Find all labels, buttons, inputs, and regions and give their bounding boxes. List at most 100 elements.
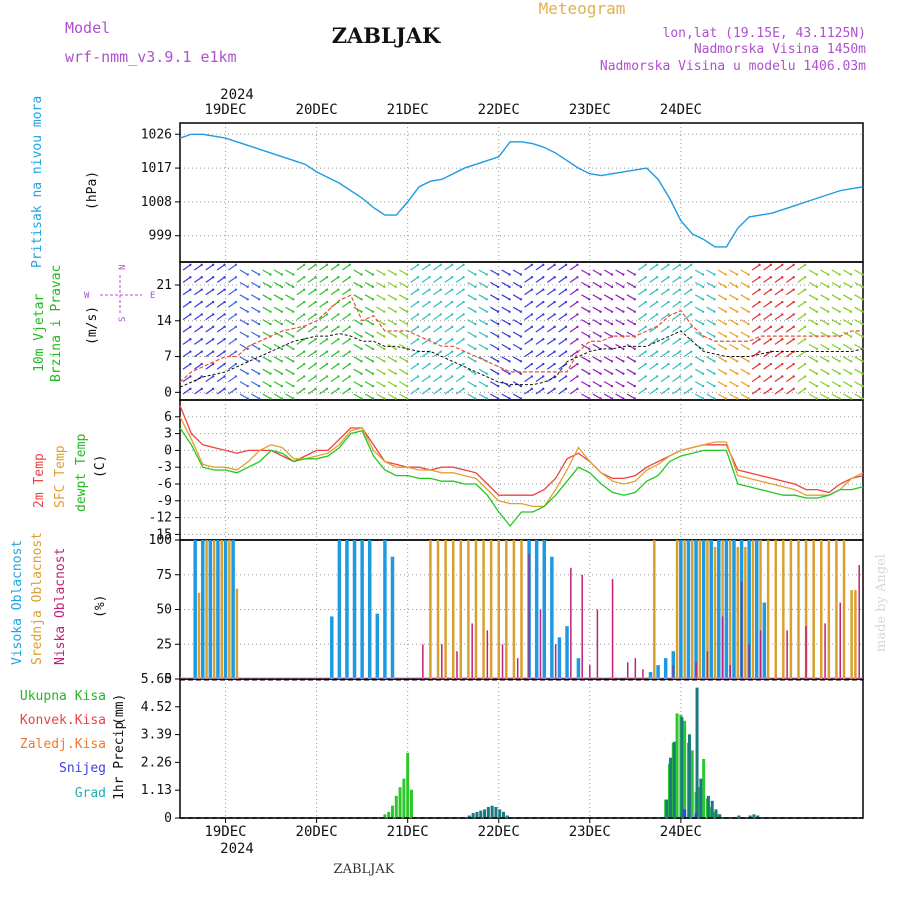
wind-arrow-head <box>781 300 784 304</box>
wind-arrow <box>501 306 510 313</box>
wind-arrow-head <box>644 362 647 366</box>
wind-arrow <box>205 276 214 283</box>
wind-arrow-head <box>257 310 261 313</box>
wind-arrow-head <box>815 372 819 375</box>
station-title: ZABLJAK <box>332 23 441 48</box>
wind-arrow-head <box>211 375 215 378</box>
wind-arrow <box>398 269 408 276</box>
cloud-mid-bar <box>850 590 853 679</box>
wind-arrow-head <box>758 263 761 267</box>
wind-arrow-head <box>735 322 739 326</box>
cloud-high-bar <box>390 556 395 679</box>
wind-arrow-head <box>211 300 215 304</box>
wind-arrow-head <box>292 273 295 276</box>
wind-arrow <box>581 331 590 338</box>
wind-arrow <box>421 388 430 395</box>
wind-arrow <box>569 388 578 395</box>
y-tick-label: 1008 <box>141 195 172 210</box>
wind-arrow <box>808 356 818 362</box>
wind-arrow <box>467 269 476 276</box>
cloud-mid-bar <box>451 540 455 679</box>
wind-arrow-head <box>325 288 329 291</box>
wind-arrow-head <box>735 384 739 388</box>
wind-arrow-head <box>735 285 739 289</box>
wind-arrow-head <box>655 313 659 316</box>
wind-arrow-head <box>439 288 443 291</box>
wind-arrow-head <box>257 372 261 375</box>
wind-arrow-head <box>280 347 284 351</box>
wind-arrow-head <box>348 288 351 291</box>
cloud-mid-bar <box>429 540 432 679</box>
wind-arrow <box>820 319 829 325</box>
wind-arrow-head <box>690 300 693 304</box>
wind-arrow <box>660 289 669 296</box>
cloud-high-bar <box>656 665 660 679</box>
wind-arrow <box>376 393 385 400</box>
wind-arrow-head <box>827 322 830 326</box>
wind-arrow <box>216 276 225 283</box>
wind-arrow <box>717 294 727 300</box>
temp-sfc-label: SFC Temp <box>53 445 68 508</box>
wind-arrow <box>512 343 522 350</box>
wind-arrow-head <box>735 310 739 313</box>
wind-arrow-head <box>827 347 830 351</box>
wind-arrow-head <box>758 387 761 391</box>
wind-arrow <box>569 301 578 308</box>
wind-arrow-head <box>678 300 682 304</box>
wind-arrow <box>273 294 283 300</box>
wind-arrow-head <box>713 298 716 301</box>
wind-arrow <box>717 381 727 387</box>
wind-arrow <box>501 319 510 325</box>
wind-arrow <box>831 331 840 338</box>
wind-arrow-head <box>280 285 284 289</box>
wind-arrow-head <box>861 360 864 363</box>
wind-arrow <box>342 375 351 383</box>
wind-arrow <box>490 381 499 387</box>
wind-arrow <box>672 363 681 370</box>
wind-arrow-head <box>337 375 340 378</box>
wind-arrow <box>637 375 647 383</box>
wind-arrow <box>660 338 669 345</box>
wind-arrow <box>603 381 613 387</box>
wind-arrow <box>296 375 305 383</box>
wind-arrow-head <box>713 285 716 289</box>
wind-arrow <box>205 326 214 333</box>
wind-arrow-head <box>211 325 215 329</box>
wind-arrow-head <box>588 397 591 400</box>
wind-arrow <box>763 363 772 370</box>
wind-arrow <box>307 313 316 321</box>
wind-arrow-head <box>576 362 579 366</box>
wind-arrow-head <box>303 375 306 378</box>
wind-arrow-head <box>360 397 363 400</box>
wind-arrow <box>706 281 715 288</box>
wind-arrow <box>262 381 271 387</box>
wind-arrow-head <box>827 273 830 276</box>
wind-arrow-head <box>530 350 534 353</box>
wind-arrow <box>296 338 305 345</box>
cloud-high-bar <box>686 540 691 679</box>
wind-arrow <box>808 294 818 300</box>
wind-arrow <box>820 393 829 400</box>
wind-arrow-head <box>599 397 602 400</box>
wind-arrow-head <box>360 285 363 289</box>
wind-arrow-head <box>655 276 659 279</box>
wind-arrow-head <box>644 288 647 291</box>
cloud-low-bar <box>501 644 504 679</box>
wind-arrow <box>797 276 806 283</box>
wind-arrow <box>296 363 305 370</box>
wind-arrow <box>637 276 647 283</box>
wind-arrow-head <box>496 347 500 351</box>
wind-arrow-head <box>405 335 409 338</box>
wind-arrow-head <box>383 372 386 375</box>
wind-arrow <box>376 306 385 313</box>
wind-arrow <box>467 343 476 350</box>
wind-arrow <box>854 356 863 362</box>
wind-arrow-head <box>610 273 614 276</box>
panel-frame <box>179 399 864 541</box>
wind-arrow-head <box>530 362 534 366</box>
wind-arrow-head <box>450 288 454 291</box>
wind-arrow-head <box>325 375 329 378</box>
wind-arrow <box>854 281 863 288</box>
wind-arrow <box>319 363 328 370</box>
wind-arrow <box>672 375 681 383</box>
